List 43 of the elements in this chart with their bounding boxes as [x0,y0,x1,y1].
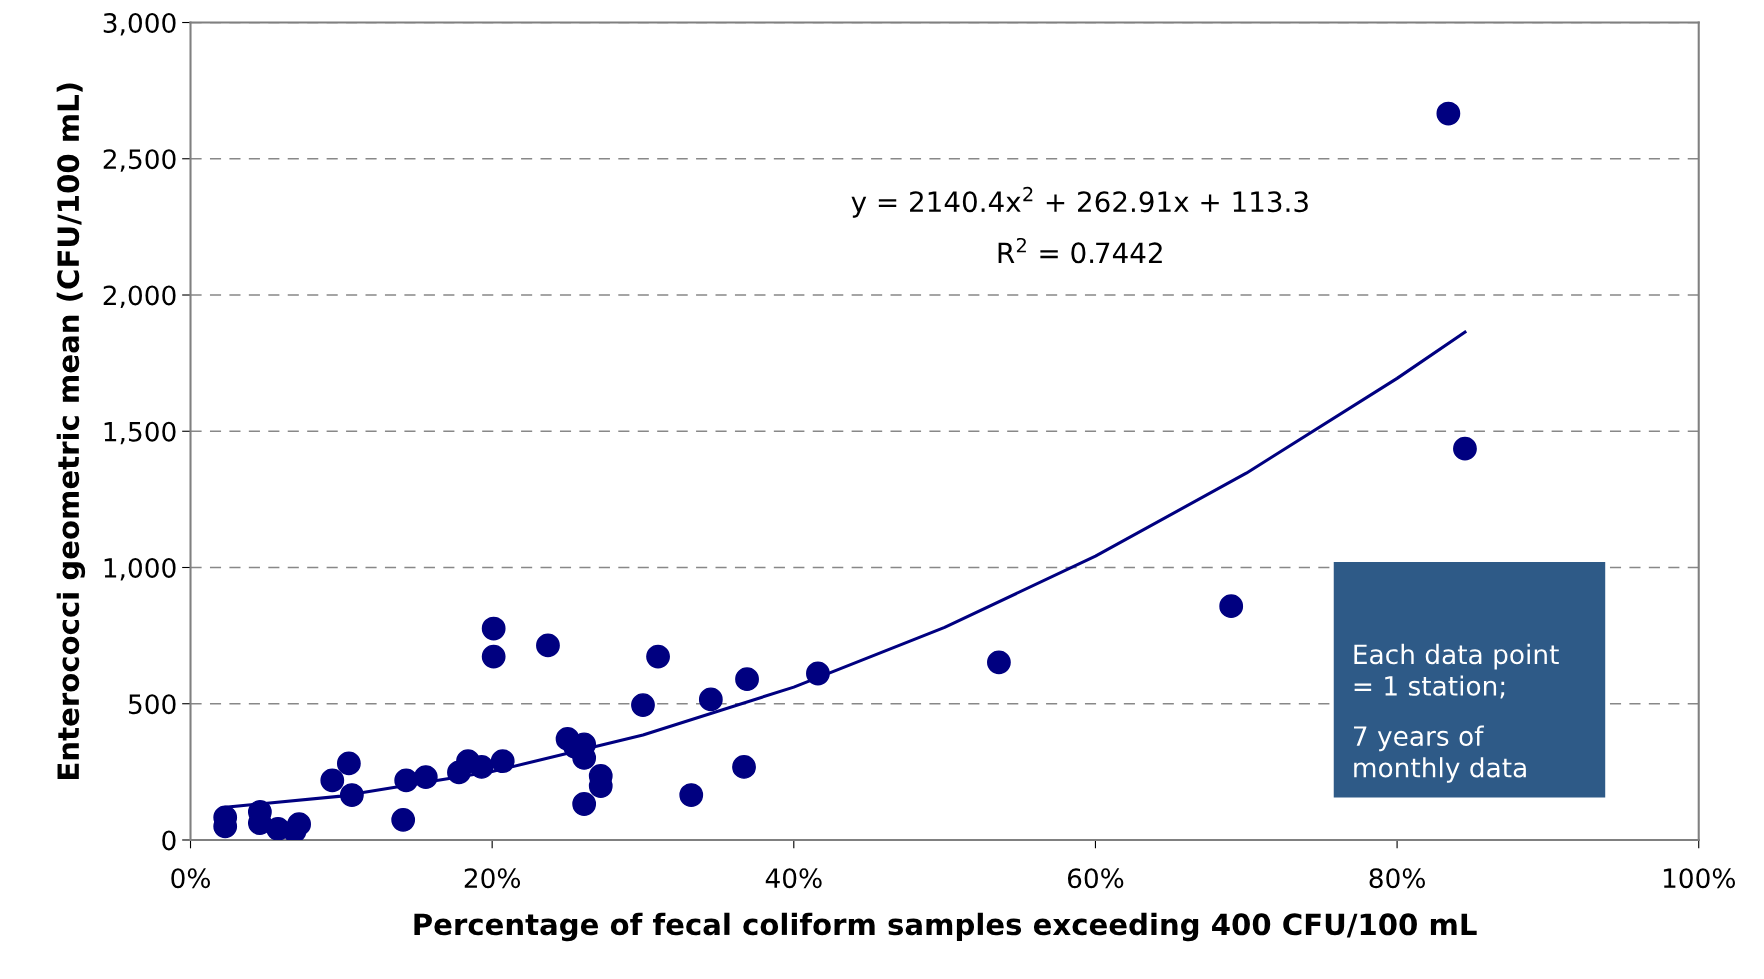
point [732,755,756,779]
point [735,667,759,692]
x-tick-label: 80% [1369,868,1425,889]
point [490,749,515,774]
point [1436,101,1461,126]
annotation: 7 years of monthly data [1354,725,1526,783]
x-tick-label: 0% [171,868,210,889]
point [391,807,416,832]
x-axis-title: Percentage of fecal coliform samples exceeding 400 CFU/100 mL [414,912,1477,942]
point [481,644,506,669]
point [413,765,438,789]
y-tick-label: 1,000 [104,557,176,581]
point [1219,594,1244,619]
y-tick-label: 2,500 [103,149,176,172]
point [339,783,364,807]
x-tick-label: 100% [1663,868,1735,889]
point [631,693,655,717]
point [646,644,670,669]
y-tick-label: 500 [128,694,176,715]
annotation: y = 2140.4x$^{2}$ + 262.91x + 113.3 [851,186,1308,218]
point [469,755,494,779]
point [320,768,345,793]
y-tick-label: 0 [162,830,176,851]
point [679,783,704,807]
point [1453,436,1477,461]
y-tick-label: 1,500 [104,421,176,445]
annotation: Each data point = 1 station; [1354,643,1559,699]
point [698,687,723,712]
y-tick-label: 2,000 [103,285,176,309]
point [394,768,419,793]
point [481,616,506,641]
y-tick-label: 3,000 [103,12,176,36]
point [572,792,597,816]
x-tick-label: 60% [1067,868,1124,889]
annotation: R$^{2}$ = 0.7442 [998,237,1162,264]
point [987,650,1011,675]
y-axis-title: Enterococci geometric mean (CFU/100 mL) [56,83,86,779]
x-tick-label: 40% [765,868,822,889]
point [336,751,361,776]
point [806,661,830,686]
point [287,812,311,837]
x-tick-label: 20% [464,868,521,889]
point [536,633,560,658]
